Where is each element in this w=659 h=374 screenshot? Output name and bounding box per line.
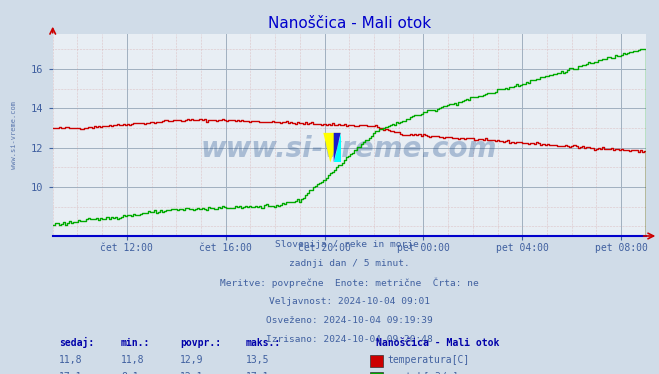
Text: Veljavnost: 2024-10-04 09:01: Veljavnost: 2024-10-04 09:01 bbox=[269, 297, 430, 306]
Text: 13,5: 13,5 bbox=[245, 355, 269, 365]
Bar bbox=[370, 372, 383, 374]
Text: pretok[m3/s]: pretok[m3/s] bbox=[387, 372, 458, 374]
Polygon shape bbox=[333, 133, 341, 162]
Text: Meritve: povprečne  Enote: metrične  Črta: ne: Meritve: povprečne Enote: metrične Črta:… bbox=[220, 278, 478, 288]
Text: www.si-vreme.com: www.si-vreme.com bbox=[11, 101, 17, 169]
Text: 12,1: 12,1 bbox=[180, 372, 204, 374]
Text: www.si-vreme.com: www.si-vreme.com bbox=[201, 135, 498, 163]
Text: 8,1: 8,1 bbox=[121, 372, 138, 374]
Text: povpr.:: povpr.: bbox=[180, 338, 221, 348]
Title: Nanoščica - Mali otok: Nanoščica - Mali otok bbox=[268, 16, 431, 31]
Text: temperatura[C]: temperatura[C] bbox=[387, 355, 470, 365]
Text: 17,1: 17,1 bbox=[59, 372, 82, 374]
Text: 12,9: 12,9 bbox=[180, 355, 204, 365]
Text: Osveženo: 2024-10-04 09:19:39: Osveženo: 2024-10-04 09:19:39 bbox=[266, 316, 433, 325]
Text: min.:: min.: bbox=[121, 338, 150, 348]
Text: Nanoščica - Mali otok: Nanoščica - Mali otok bbox=[376, 338, 500, 348]
Text: sedaj:: sedaj: bbox=[59, 337, 94, 348]
Text: Izrisano: 2024-10-04 09:20:48: Izrisano: 2024-10-04 09:20:48 bbox=[266, 334, 433, 344]
Text: 17,1: 17,1 bbox=[245, 372, 269, 374]
Text: Slovenija / reke in morje.: Slovenija / reke in morje. bbox=[275, 240, 424, 249]
Text: maks.:: maks.: bbox=[245, 338, 281, 348]
Polygon shape bbox=[324, 133, 341, 162]
Text: zadnji dan / 5 minut.: zadnji dan / 5 minut. bbox=[289, 259, 410, 268]
Text: 11,8: 11,8 bbox=[59, 355, 82, 365]
Bar bbox=[370, 355, 383, 367]
Polygon shape bbox=[333, 133, 341, 162]
Text: 11,8: 11,8 bbox=[121, 355, 144, 365]
